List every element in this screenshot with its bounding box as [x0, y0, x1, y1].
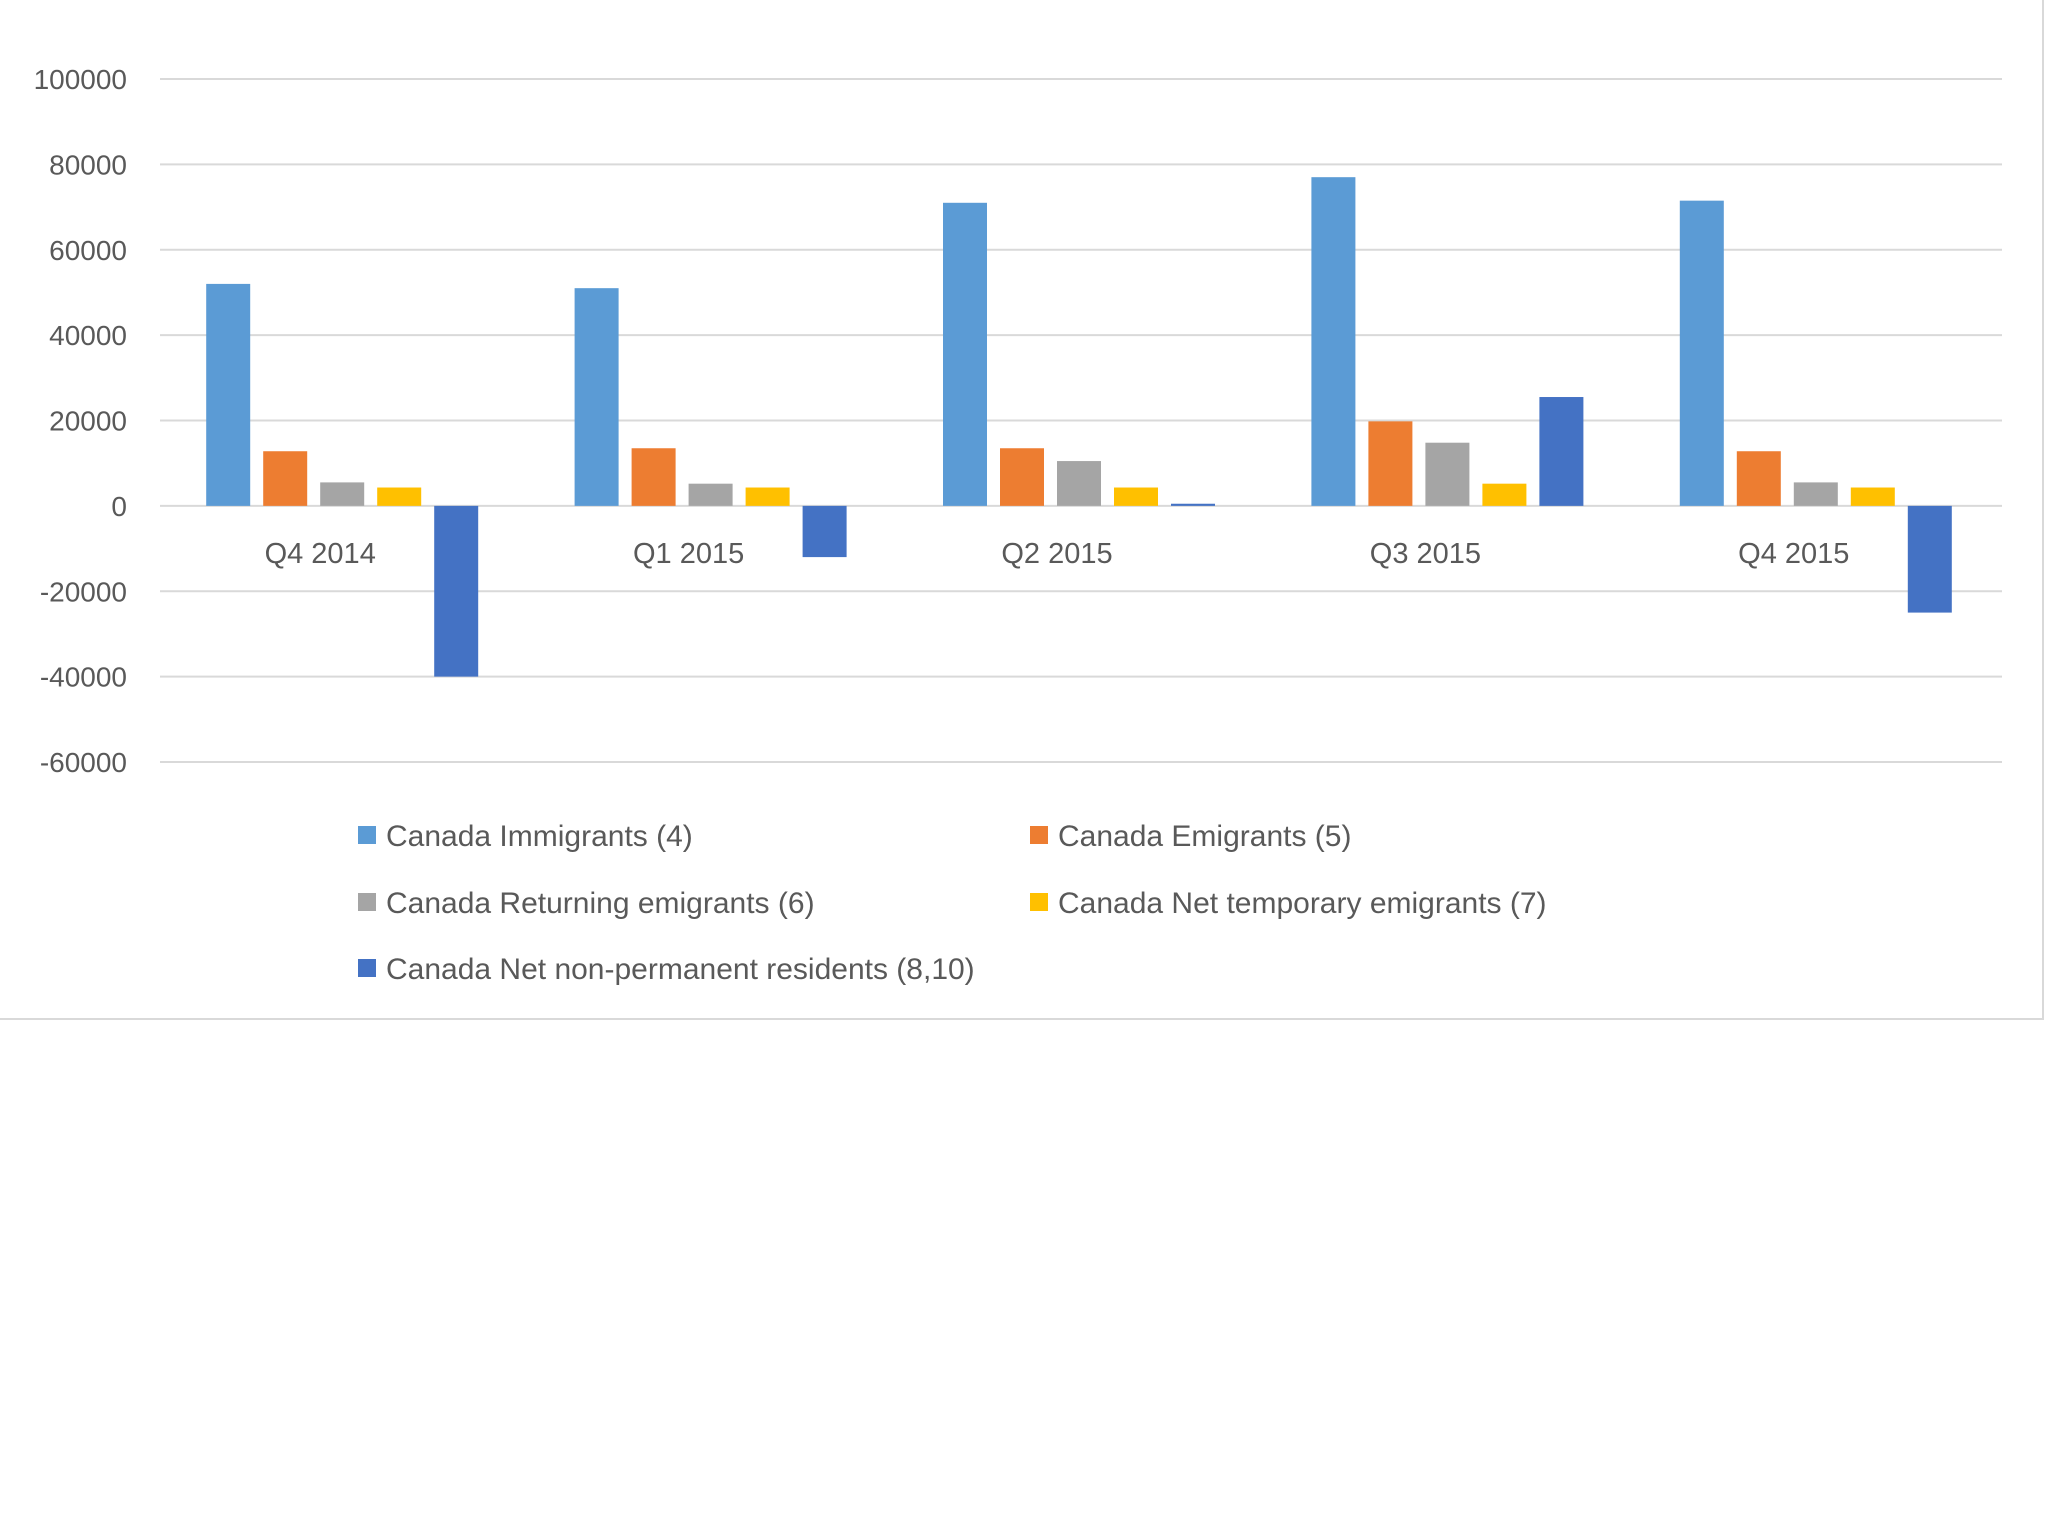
bar [1850, 487, 1895, 506]
x-category-label: Q4 2015 [1738, 538, 1849, 570]
legend-swatch [358, 893, 376, 911]
bar [377, 487, 422, 506]
legend-swatch [358, 959, 376, 977]
y-tick-label: 40000 [49, 320, 127, 351]
bar [1539, 397, 1584, 506]
y-tick-label: -20000 [40, 576, 127, 607]
x-axis-category-labels: Q4 2014 Q1 2015 Q2 2015 Q3 2015 Q4 2015 [265, 538, 1850, 570]
bar [1793, 482, 1838, 506]
bar [320, 482, 365, 506]
legend-item: Canada Emigrants (5) [1030, 820, 1351, 853]
legend-item: Canada Returning emigrants (6) [358, 887, 815, 920]
bar [1736, 451, 1781, 506]
x-category-label: Q3 2015 [1370, 538, 1481, 570]
bar [1482, 483, 1527, 506]
legend-swatch [1030, 893, 1048, 911]
legend-label: Canada Net non-permanent residents (8,10… [386, 953, 975, 986]
bar [1679, 200, 1724, 506]
bar [1057, 461, 1101, 506]
bar [206, 283, 251, 506]
y-tick-label: -40000 [40, 662, 127, 693]
legend-swatch [1030, 826, 1048, 844]
bar [1000, 448, 1044, 506]
bar [1171, 503, 1215, 506]
legend-label: Canada Emigrants (5) [1058, 820, 1351, 853]
bar [688, 483, 733, 506]
x-category-label: Q4 2014 [265, 538, 376, 570]
legend-item: Canada Immigrants (4) [358, 820, 693, 853]
y-axis-tick-labels: 100000 80000 60000 40000 20000 0 -20000 -40000 -… [34, 64, 127, 778]
bar [802, 505, 847, 558]
y-tick-label: 20000 [49, 406, 127, 437]
bar [1425, 442, 1470, 506]
y-tick-label: 60000 [49, 235, 127, 266]
legend-item: Canada Net non-permanent residents (8,10… [358, 953, 975, 986]
bar [1114, 487, 1158, 506]
bar [745, 487, 790, 506]
y-tick-label: 0 [111, 491, 127, 522]
legend-label: Canada Returning emigrants (6) [386, 887, 815, 920]
x-category-label: Q2 2015 [1001, 538, 1112, 570]
bars [206, 177, 1952, 677]
y-tick-label: -60000 [40, 747, 127, 778]
legend-item: Canada Net temporary emigrants (7) [1030, 887, 1547, 920]
bar-chart: 100000 80000 60000 40000 20000 0 -20000 -40000 -… [34, 64, 2002, 986]
bar [943, 202, 987, 506]
chart-frame: 100000 80000 60000 40000 20000 0 -20000 -40000 -… [0, 0, 2044, 1020]
bar [1368, 421, 1413, 506]
y-tick-label: 100000 [34, 64, 127, 95]
bar [631, 448, 676, 506]
legend-swatch [358, 826, 376, 844]
x-category-label: Q1 2015 [633, 538, 744, 570]
bar [574, 288, 619, 506]
bar [1311, 177, 1356, 506]
y-tick-label: 80000 [49, 149, 127, 180]
legend-label: Canada Net temporary emigrants (7) [1058, 887, 1547, 920]
bar [1907, 505, 1952, 613]
bar [434, 505, 479, 677]
legend-label: Canada Immigrants (4) [386, 820, 693, 853]
bar [263, 451, 308, 506]
legend: Canada Immigrants (4) Canada Emigrants (5… [358, 820, 1547, 986]
